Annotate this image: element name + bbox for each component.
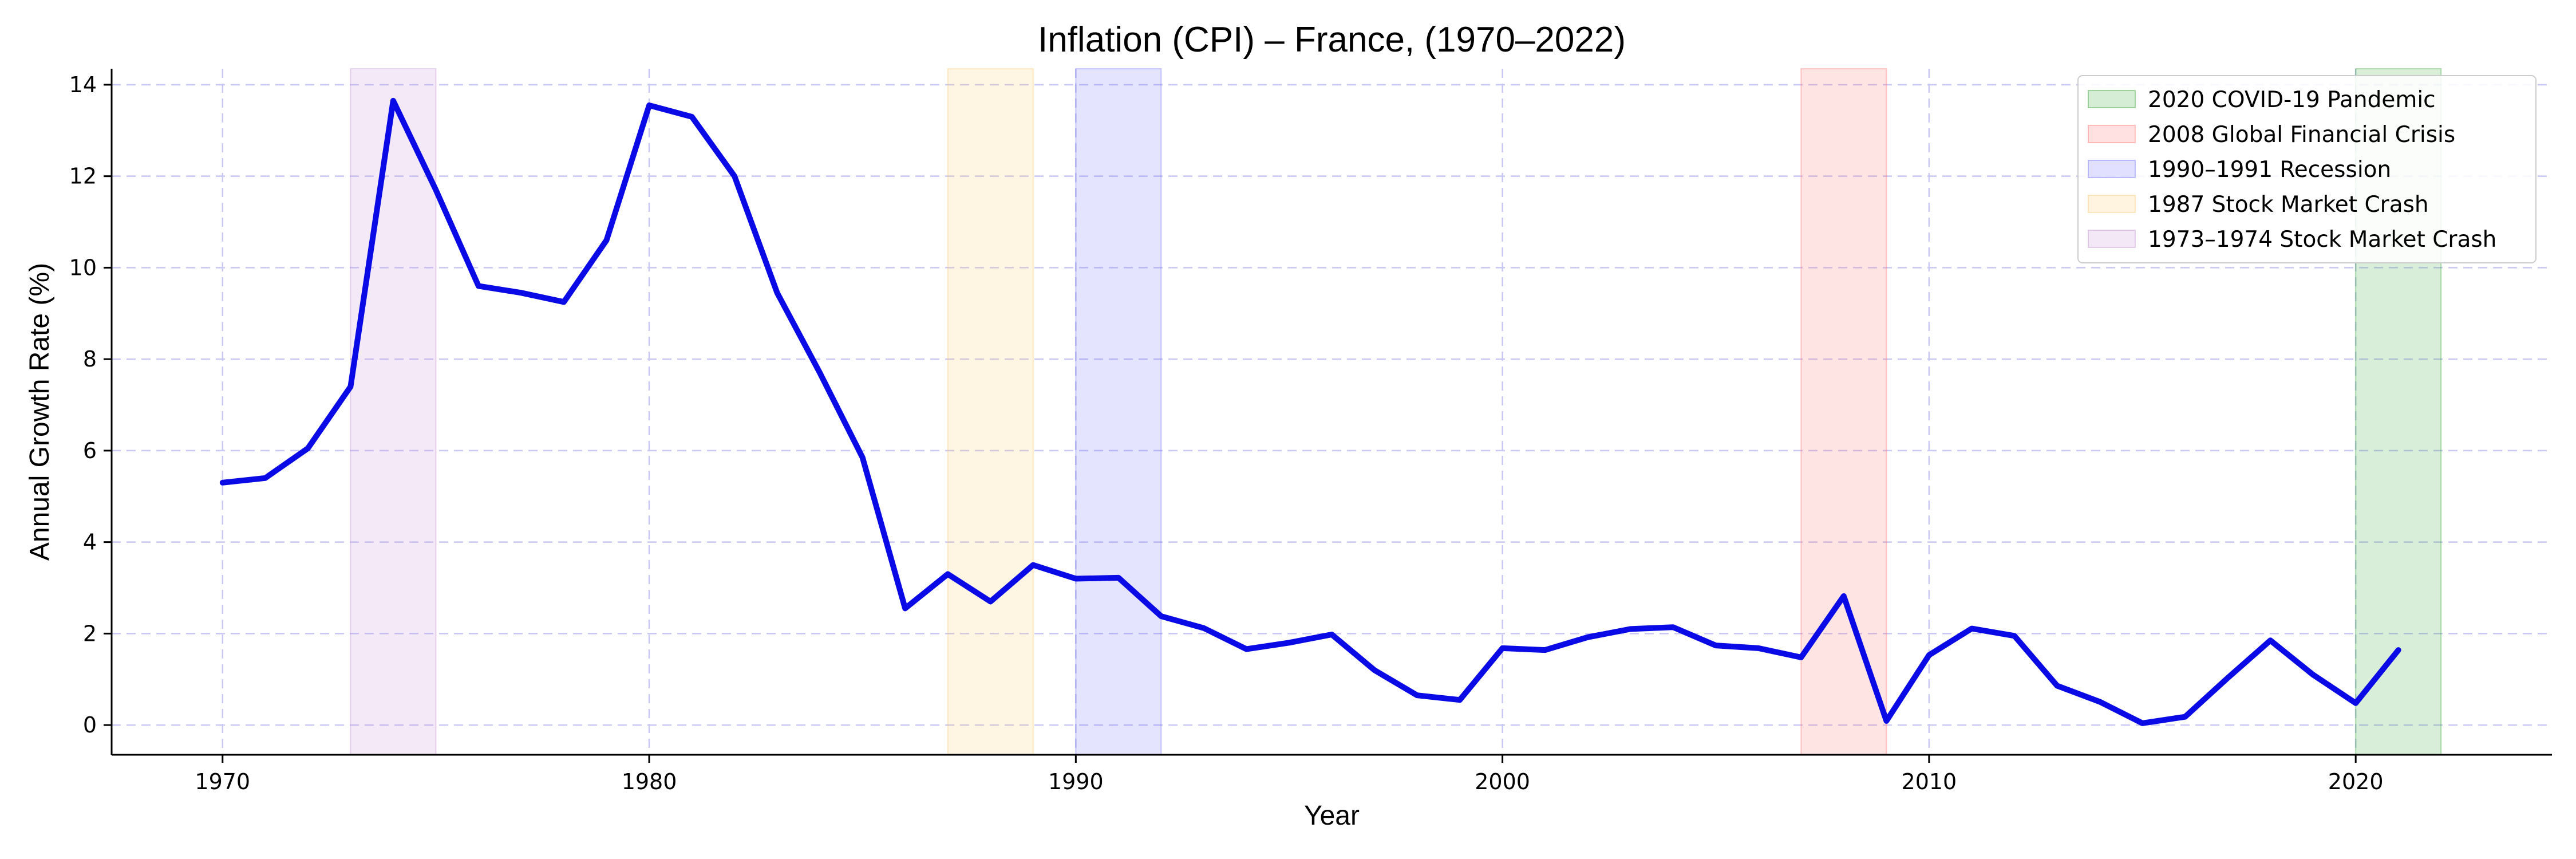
legend-swatch [2088, 125, 2136, 143]
y-tick-label: 12 [69, 164, 97, 189]
shaded-period [1075, 68, 1162, 755]
legend-swatch [2088, 230, 2136, 248]
y-tick-label: 6 [83, 438, 97, 463]
legend-label: 1987 Stock Market Crash [2148, 192, 2429, 218]
legend-swatch [2088, 90, 2136, 108]
x-tick-label: 2020 [2328, 769, 2384, 794]
axes [110, 69, 2552, 756]
y-tick-label: 14 [69, 72, 97, 97]
x-tick-label: 1970 [195, 769, 250, 794]
y-tick-label: 0 [83, 712, 97, 738]
legend-label: 1990–1991 Recession [2148, 157, 2391, 183]
y-tick-label: 10 [69, 255, 97, 280]
series-layer [219, 97, 2401, 726]
y-tick-label: 8 [83, 346, 97, 372]
x-ticks: 1970 1980 1990 2000 2010 2020 [195, 755, 2384, 794]
legend-label: 1973–1974 Stock Market Crash [2148, 227, 2496, 253]
chart-title: Inflation (CPI) – France, (1970–2022) [1038, 20, 1626, 60]
x-axis-label: Year [1304, 801, 1360, 831]
y-tick-label: 4 [83, 530, 97, 555]
x-tick-label: 1980 [622, 769, 677, 794]
y-axis-label: Annual Growth Rate (%) [25, 263, 55, 561]
shaded-period [947, 68, 1034, 755]
shaded-period [350, 68, 437, 755]
shaded-period [1800, 68, 1887, 755]
x-tick-label: 2000 [1475, 769, 1530, 794]
y-tick-label: 2 [83, 621, 97, 646]
legend-swatch [2088, 195, 2136, 213]
legend-box [2077, 75, 2537, 263]
x-tick-label: 2010 [1902, 769, 1957, 794]
series-line [219, 97, 2401, 726]
shaded-periods [350, 68, 2442, 755]
grid [112, 69, 2552, 755]
legend-swatch [2088, 160, 2136, 178]
legend-label: 2008 Global Financial Crisis [2148, 122, 2455, 148]
x-tick-label: 1990 [1048, 769, 1104, 794]
legend-label: 2020 COVID-19 Pandemic [2148, 87, 2436, 113]
legend: 2020 COVID-19 Pandemic 2008 Global Financ… [2077, 75, 2537, 263]
y-ticks: 0 2 4 6 8 10 12 14 [69, 72, 112, 738]
